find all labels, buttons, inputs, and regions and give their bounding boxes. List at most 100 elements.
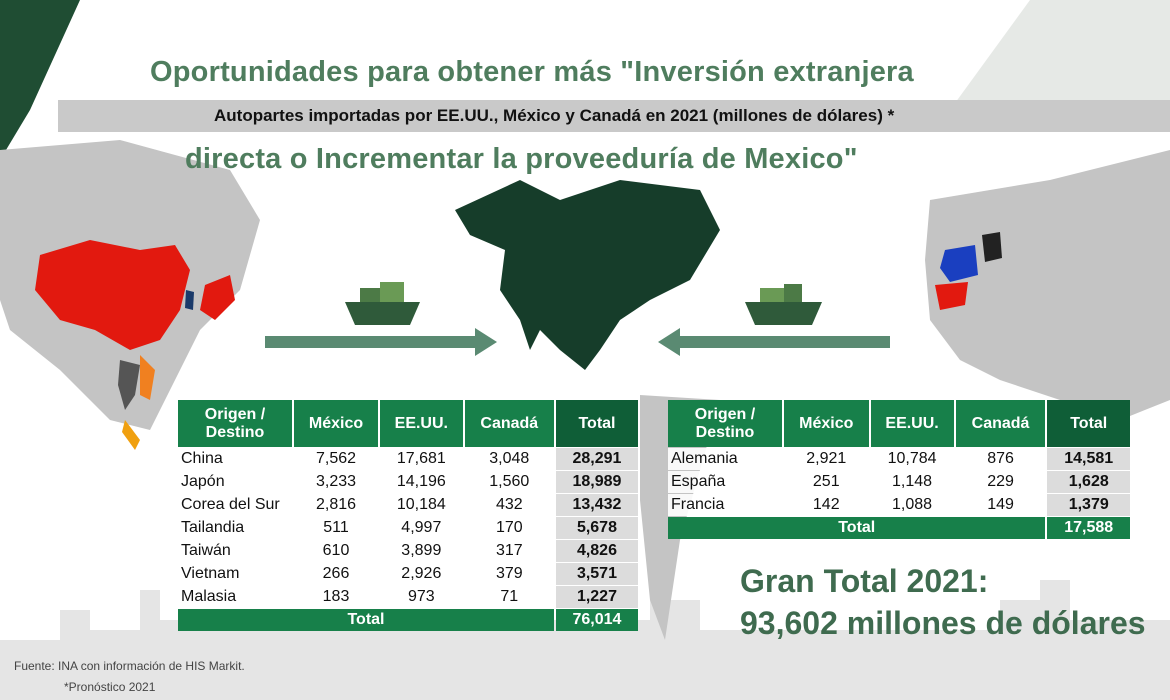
japan-shape	[200, 275, 235, 320]
subtitle-band: Autopartes importadas por EE.UU., México…	[58, 100, 1170, 132]
row-label: Malasia	[178, 586, 292, 608]
column-header: Canadá	[955, 400, 1046, 447]
cell-value: 4,997	[380, 517, 463, 539]
cell-value: 3,048	[464, 448, 554, 470]
korea-shape	[185, 290, 194, 310]
cell-value: 1,148	[870, 471, 954, 493]
total-row: Total 17,588	[668, 517, 1130, 539]
germany-shape	[982, 232, 1002, 262]
forecast-note: *Pronóstico 2021	[64, 680, 156, 694]
table-row: Tailandia 511 4,997 170 5,678	[178, 517, 638, 539]
corner-decoration	[0, 0, 80, 160]
page-title: Oportunidades para obtener más "Inversió…	[150, 56, 914, 88]
total-label: Total	[178, 609, 554, 631]
grand-total-value: 93,602 millones de dólares	[740, 605, 1146, 641]
europe-africa-landmass	[925, 150, 1170, 420]
cell-value: 876	[955, 448, 1046, 470]
source-note: Fuente: INA con información de HIS Marki…	[14, 659, 245, 673]
cell-value: 18,989	[555, 471, 638, 493]
row-label: China	[178, 448, 292, 470]
malaysia-shape	[122, 420, 140, 450]
column-header: Origen / Destino	[668, 400, 782, 447]
table-row: Japón 3,233 14,196 1,560 18,989	[178, 471, 638, 493]
row-label: Vietnam	[178, 563, 292, 585]
row-label: España	[668, 471, 782, 493]
row-label: Tailandia	[178, 517, 292, 539]
cargo-ship-icon	[345, 282, 420, 325]
thailand-shape	[118, 360, 140, 410]
spain-shape	[935, 282, 968, 310]
column-header: México	[294, 400, 378, 447]
table-row: Taiwán 610 3,899 317 4,826	[178, 540, 638, 562]
grand-total-label: Gran Total 2021:	[740, 563, 989, 599]
cell-value: 2,816	[294, 494, 378, 516]
china-shape	[35, 240, 190, 350]
column-header: México	[784, 400, 869, 447]
cell-value: 3,233	[294, 471, 378, 493]
europe-imports-table: Origen / Destino México EE.UU. Canadá To…	[666, 399, 1132, 540]
cell-value: 379	[464, 563, 554, 585]
cell-value: 14,196	[380, 471, 463, 493]
cell-value: 1,560	[464, 471, 554, 493]
asia-imports-table: Origen / Destino México EE.UU. Canadá To…	[176, 399, 640, 632]
cell-value: 511	[294, 517, 378, 539]
cell-value: 5,678	[555, 517, 638, 539]
cell-value: 610	[294, 540, 378, 562]
cell-value: 7,562	[294, 448, 378, 470]
column-header: Total	[1047, 400, 1130, 447]
cell-value: 1,088	[870, 494, 954, 516]
cell-value: 4,826	[555, 540, 638, 562]
row-label: Taiwán	[178, 540, 292, 562]
cell-value: 17,681	[380, 448, 463, 470]
total-row: Total 76,014	[178, 609, 638, 631]
row-label: Japón	[178, 471, 292, 493]
cell-value: 432	[464, 494, 554, 516]
cell-value: 10,184	[380, 494, 463, 516]
cargo-ship-icon	[745, 284, 822, 325]
page-title-continued: directa o Incrementar la proveeduría de …	[185, 143, 858, 175]
city-skyline	[0, 580, 1170, 700]
cell-value: 2,921	[784, 448, 869, 470]
cell-value: 317	[464, 540, 554, 562]
table-row: Malasia 183 973 71 1,227	[178, 586, 638, 608]
cell-value: 973	[380, 586, 463, 608]
cell-value: 3,899	[380, 540, 463, 562]
cell-value: 28,291	[555, 448, 638, 470]
cell-value: 71	[464, 586, 554, 608]
arrow-right-icon	[265, 328, 497, 356]
total-label: Total	[668, 517, 1046, 539]
table-row: España 251 1,148 229 1,628	[668, 471, 1130, 493]
vietnam-shape	[140, 355, 155, 400]
north-america-map	[455, 180, 720, 370]
france-shape	[940, 245, 978, 282]
cell-value: 1,628	[1047, 471, 1130, 493]
table-row: Francia 142 1,088 149 1,379	[668, 494, 1130, 516]
cell-value: 142	[784, 494, 869, 516]
arrow-left-icon	[658, 328, 890, 356]
column-header: Total	[555, 400, 638, 447]
column-header: EE.UU.	[870, 400, 954, 447]
table-row: Alemania 2,921 10,784 876 14,581	[668, 448, 1130, 470]
cell-value: 251	[784, 471, 869, 493]
row-label: Alemania	[668, 448, 782, 470]
column-header: EE.UU.	[380, 400, 463, 447]
cell-value: 266	[294, 563, 378, 585]
column-header: Canadá	[464, 400, 554, 447]
cell-value: 229	[955, 471, 1046, 493]
cell-value: 14,581	[1047, 448, 1130, 470]
cell-value: 2,926	[380, 563, 463, 585]
column-header: Origen / Destino	[178, 400, 292, 447]
table-row: Corea del Sur 2,816 10,184 432 13,432	[178, 494, 638, 516]
total-value: 17,588	[1047, 517, 1130, 539]
row-label: Corea del Sur	[178, 494, 292, 516]
table-row: Vietnam 266 2,926 379 3,571	[178, 563, 638, 585]
table-row: China 7,562 17,681 3,048 28,291	[178, 448, 638, 470]
subtitle: Autopartes importadas por EE.UU., México…	[214, 106, 895, 125]
cell-value: 149	[955, 494, 1046, 516]
cell-value: 183	[294, 586, 378, 608]
cell-value: 1,379	[1047, 494, 1130, 516]
cell-value: 13,432	[555, 494, 638, 516]
row-label: Francia	[668, 494, 782, 516]
corner-decoration	[950, 0, 1170, 110]
